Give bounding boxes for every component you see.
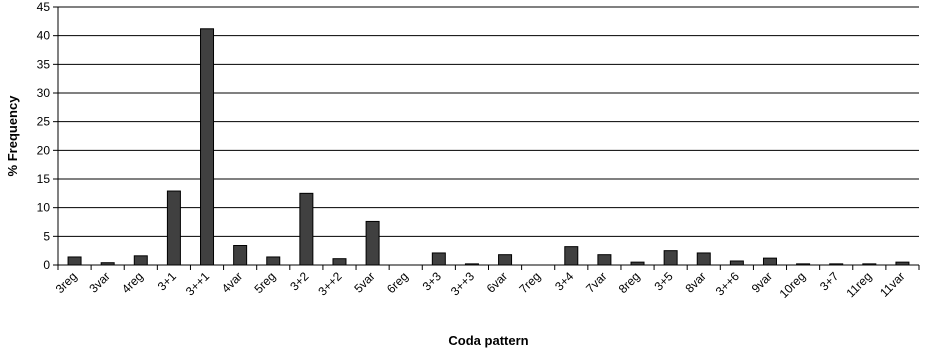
x-tick-label: 3++2: [315, 269, 344, 298]
y-tick-label: 20: [37, 143, 51, 157]
x-tick-label: 3+2: [287, 269, 312, 294]
bar: [431, 252, 446, 266]
bar: [266, 256, 281, 266]
y-tick-label: 45: [37, 0, 51, 14]
x-tick-label: 10reg: [777, 269, 809, 301]
x-tick-label: 4reg: [119, 269, 146, 296]
y-axis-title: % Frequency: [5, 95, 20, 177]
y-tick-label: 0: [43, 258, 50, 272]
x-tick-label: 3+4: [552, 269, 577, 294]
y-tick-label: 25: [37, 115, 51, 129]
bar: [200, 28, 215, 266]
x-tick-label: 4var: [219, 269, 245, 295]
y-tick-label: 35: [37, 57, 51, 71]
y-tick-label: 15: [37, 172, 51, 186]
bar: [166, 190, 181, 266]
y-tick-label: 10: [37, 201, 51, 215]
x-tick-label: 8var: [682, 269, 708, 295]
y-tick-label: 40: [37, 29, 51, 43]
x-tick-label: 3+7: [817, 269, 842, 294]
axes: [57, 7, 919, 266]
bar: [299, 192, 314, 266]
bar: [663, 250, 678, 266]
y-tick-labels: 0 5 10 15 20 25 30 35 40 45: [37, 0, 58, 272]
gridlines: [58, 6, 919, 237]
bar: [332, 258, 347, 266]
x-tick-label: 5var: [351, 269, 377, 295]
bar: [696, 252, 711, 266]
x-tick-labels: 3reg 3var 4reg 3+1 3++1 4var 5reg 3+2 3++2 5var 6r…: [53, 265, 920, 301]
bar: [133, 255, 148, 266]
x-tick-label: 11var: [877, 269, 908, 300]
bar: [67, 256, 82, 266]
bar: [233, 245, 248, 266]
x-tick-label: 6reg: [384, 269, 411, 296]
bar: [365, 220, 380, 266]
x-tick-label: 5reg: [251, 269, 278, 296]
x-tick-label: 3++6: [713, 269, 742, 298]
bar: [564, 246, 579, 266]
x-tick-label: 3++1: [183, 269, 212, 298]
x-tick-label: 7var: [583, 269, 609, 295]
bar: [762, 257, 777, 266]
y-tick-label: 30: [37, 86, 51, 100]
x-tick-label: 3+1: [155, 269, 180, 294]
x-tick-label: 8reg: [616, 269, 643, 296]
bar: [498, 254, 513, 266]
x-tick-label: 9var: [749, 269, 775, 295]
y-tick-label: 5: [43, 229, 50, 243]
x-axis-title: Coda pattern: [448, 333, 528, 348]
bar: [597, 254, 612, 266]
x-tick-label: 11reg: [843, 269, 874, 300]
x-tick-label: 3var: [86, 269, 112, 295]
x-tick-label: 6var: [484, 269, 510, 295]
x-tick-label: 3+5: [651, 269, 676, 294]
x-tick-label: 3+3: [420, 269, 445, 294]
bar: [729, 260, 744, 266]
x-tick-label: 7reg: [516, 269, 543, 296]
x-tick-label: 3++3: [448, 269, 477, 298]
x-tick-label: 3reg: [53, 269, 80, 296]
